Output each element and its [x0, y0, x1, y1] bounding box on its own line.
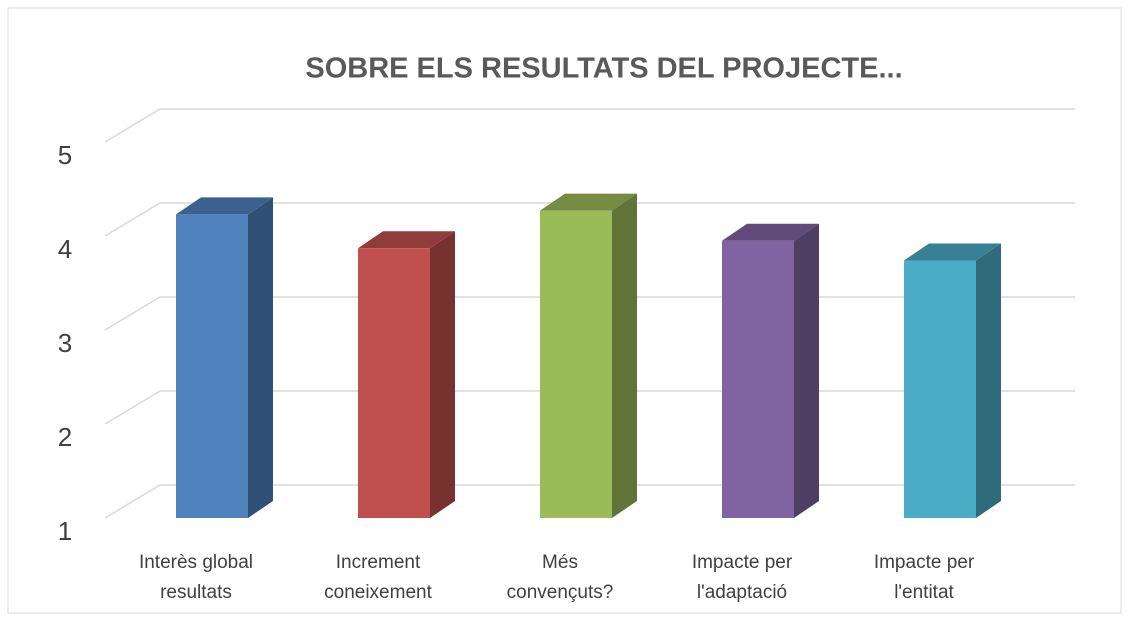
y-tick-label: 4 — [58, 234, 72, 264]
bar — [540, 193, 637, 518]
bar-top — [176, 197, 273, 215]
bar-top — [540, 193, 637, 211]
bar — [358, 231, 455, 518]
bar-top — [722, 223, 819, 241]
y-tick-label: 3 — [58, 328, 72, 358]
x-tick-label: Impacte per — [692, 552, 793, 573]
bar-front — [358, 248, 430, 518]
grid-line — [104, 202, 1075, 237]
bar-top — [358, 231, 455, 249]
x-tick-label: Increment — [336, 552, 421, 573]
x-tick-label: l'entitat — [894, 582, 954, 603]
bar-front — [176, 214, 248, 518]
bar-side — [248, 197, 273, 518]
grid-line — [104, 108, 1075, 143]
bar-top — [904, 243, 1001, 261]
y-tick-label: 5 — [58, 140, 72, 170]
bar-side — [430, 231, 455, 518]
x-tick-label: convençuts? — [507, 582, 614, 603]
bar-side — [612, 193, 637, 518]
x-tick-label: Més — [542, 552, 578, 573]
bar-front — [904, 260, 976, 518]
bar-front — [722, 240, 794, 518]
bar-side — [794, 223, 819, 518]
bar — [176, 197, 273, 518]
x-tick-label: coneixement — [324, 582, 432, 603]
x-tick-label: l'adaptació — [697, 582, 787, 603]
bar — [722, 223, 819, 518]
y-tick-label: 2 — [58, 422, 72, 452]
bar-side — [976, 243, 1001, 518]
x-tick-label: Impacte per — [874, 552, 975, 573]
y-tick-label: 1 — [58, 516, 72, 546]
bar — [904, 243, 1001, 518]
chart-title: SOBRE ELS RESULTATS DEL PROJECTE... — [305, 53, 902, 85]
bar-front — [540, 210, 612, 518]
x-tick-label: resultats — [160, 582, 232, 603]
x-tick-label: Interès global — [139, 552, 253, 573]
